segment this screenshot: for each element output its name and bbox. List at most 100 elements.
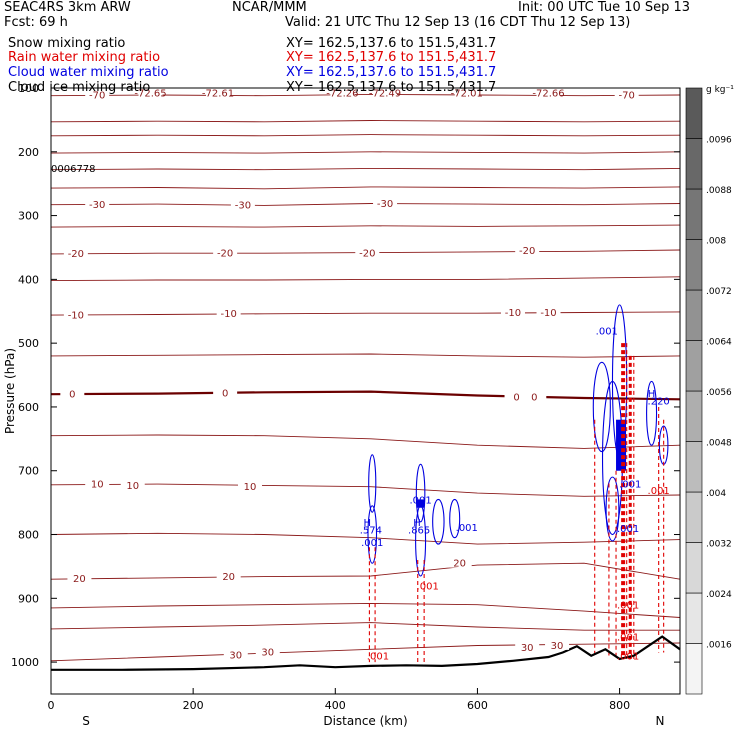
y-tick-label: 900 [18,592,39,605]
isotherm-label-bg [223,648,248,660]
x-tick-label: 0 [48,699,55,712]
cloud-water-label: .001 [596,326,618,337]
x-tick-label: 800 [609,699,630,712]
isotherm-label: -10 [221,309,237,320]
cloud-water-core [616,419,627,471]
x-tick-label: 600 [467,699,488,712]
isotherm-label-bg [330,86,355,98]
isotherm-label-bg [213,386,238,398]
contour-labels: -72.65 -72.61 -72.26 -72.49 -72.01 -72.66 -70 -… [60,86,670,663]
forecast-hour: Fcst: 69 h [4,15,68,30]
cloud-water-contour [367,505,378,564]
isotherm-label: -10 [505,308,521,319]
field-name-snow: Snow mixing ratio [8,36,126,51]
cloud-water-contour [449,498,461,539]
isotherm-line [50,353,681,358]
colorbar-tick-label: .0088 [706,186,732,196]
isotherm-label-bg [85,477,110,489]
field-name-cloud-water: Cloud water mixing ratio [8,65,169,80]
colorbar-segment [685,87,703,139]
rain-label: .001 [648,486,670,497]
isotherm-line [50,532,681,545]
isotherm-label-bg [536,86,561,98]
colorbar-tick-label: .0064 [706,338,732,348]
isotherm-line [50,167,681,171]
cloud-water-label: .001 [361,538,383,549]
isotherm-line [50,483,681,497]
cloud-water-label: H [364,518,372,529]
isotherm-label-bg [255,645,280,657]
isotherm-label: -72.65 [134,88,166,99]
isotherm-label-bg [85,198,110,210]
terrain [51,635,681,671]
isotherm-label-bg [454,86,479,98]
colorbar-segment [685,188,703,240]
isotherm-line [50,151,681,154]
isotherm-line [50,276,681,282]
colorbar-segment [685,138,703,190]
y-tick-label: 600 [18,401,39,414]
colorbar-segment [685,542,703,594]
valid-time: Valid: 21 UTC Thu 12 Sep 13 (16 CDT Thu … [285,15,631,30]
field-xy-snow: XY= 162.5,137.6 to 151.5,431.7 [286,36,497,51]
colorbar-segment [685,340,703,392]
isotherm-label: -70 [619,90,635,101]
colorbar-tick-label: .0016 [706,641,732,651]
cloud-water-contour [605,476,620,542]
cloud-water-contour [415,463,426,523]
isotherm-label-bg [545,638,570,650]
isotherm-line [50,311,681,316]
isotherm-label: -20 [217,249,233,260]
field-xy-cloud-water: XY= 162.5,137.6 to 151.5,431.7 [286,65,497,80]
isotherm-label: 0 [513,393,519,404]
y-tick-label: 500 [18,337,39,350]
isotherm-label: 10 [244,482,257,493]
rain-label: .001 [617,601,639,612]
isotherm-label: -72.61 [202,88,234,99]
y-axis-label: Pressure (hPa) [3,348,17,434]
isotherm-label-bg [206,86,231,98]
isotherm-label-bg [500,305,525,317]
isotherm-label-bg [216,307,241,319]
isotherm-label: -10 [540,308,556,319]
isotherm-label: 0 [222,388,228,399]
colorbar-unit: g kg⁻¹ [706,85,734,95]
isotherm-label: -70 [89,90,105,101]
hydrometeor-contours [367,304,669,663]
colorbar-segment [685,390,703,442]
isotherm-line [50,562,681,580]
colorbar-segment [685,289,703,341]
isotherm-label: 10 [126,481,139,492]
isotherm-line [50,390,681,401]
plot-frame [50,87,681,695]
isotherm-label-bg [63,247,88,259]
isotherm-label-bg [213,246,238,258]
rain-label: .001 [617,633,639,644]
isotherm-label-bg [373,196,398,208]
colorbar-tick-label: .0048 [706,439,732,449]
isotherm-label-bg [515,244,540,256]
isotherm-label-bg [63,308,88,320]
y-tick-label: 300 [18,210,39,223]
temperature-isotherms [50,93,681,662]
isotherm-label: 0 [531,393,537,404]
colorbar-segment [685,239,703,291]
colorbar: .0016 .0024 .0032 .004 .0048 .0056 .0064 .0072.… [685,85,734,695]
isotherm-line [50,434,681,449]
init-time: Init: 00 UTC Tue 10 Sep 13 [518,0,691,15]
isotherm-label: -20 [359,249,375,260]
terrain-line [51,635,681,671]
colorbar-tick-label: .0072 [706,287,732,297]
y-tick-label: 1000 [11,656,39,669]
isotherm-line [50,186,681,190]
isotherm-label-bg [85,88,110,100]
rain-label: .001 [367,652,389,663]
cloud-water-contour [368,454,377,513]
cloud-water-label: .865 [408,525,430,536]
colorbar-tick-label: .008 [706,237,726,247]
colorbar-tick-label: .004 [706,489,726,499]
colorbar-segment [685,441,703,493]
isotherm-label: -72.66 [532,88,564,99]
